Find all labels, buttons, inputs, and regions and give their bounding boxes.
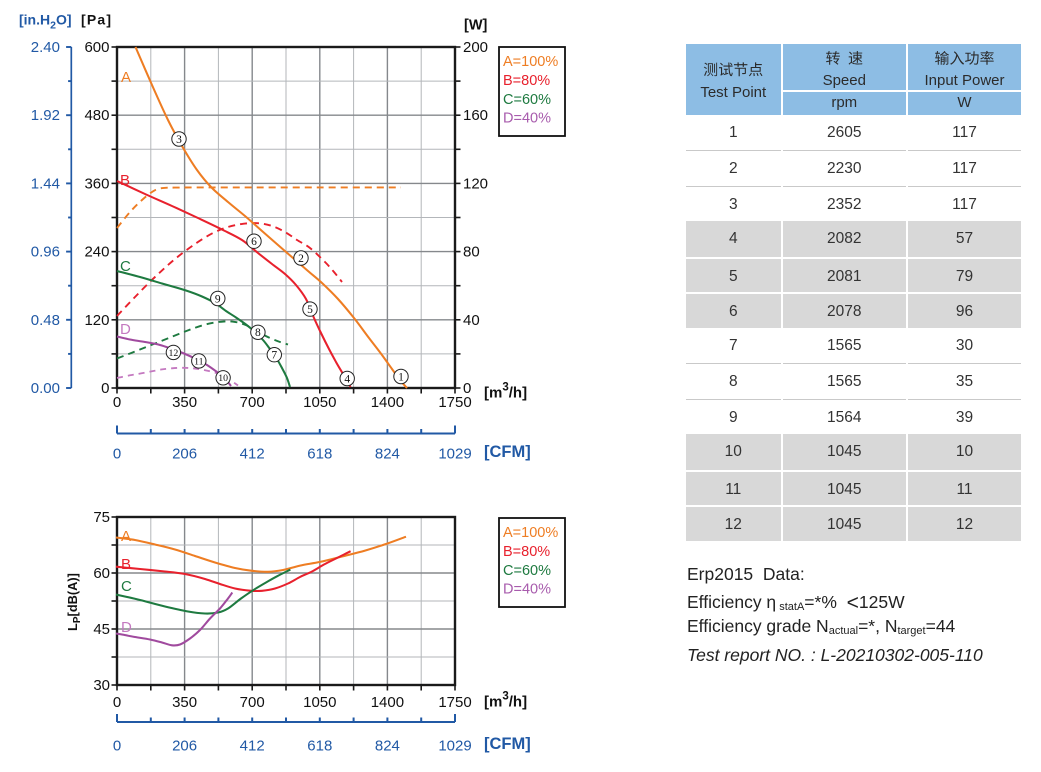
svg-text:C=60%: C=60% [503, 92, 551, 108]
svg-text:1050: 1050 [303, 394, 336, 411]
svg-text:618: 618 [307, 738, 332, 755]
svg-text:B=80%: B=80% [503, 544, 550, 560]
svg-text:8: 8 [255, 327, 261, 339]
svg-text:Input Power: Input Power [924, 72, 1004, 89]
svg-text:75: 75 [93, 509, 110, 526]
svg-text:0: 0 [113, 694, 121, 711]
svg-text:A=100%: A=100% [503, 54, 558, 70]
svg-text:412: 412 [240, 738, 265, 755]
svg-text:D: D [120, 321, 131, 338]
svg-text:350: 350 [172, 694, 197, 711]
svg-text:1.44: 1.44 [31, 175, 60, 192]
svg-text:120: 120 [84, 312, 109, 329]
svg-text:30: 30 [93, 677, 110, 694]
svg-text:10: 10 [218, 373, 228, 384]
svg-text:Test Point: Test Point [700, 84, 767, 101]
svg-text:200: 200 [463, 39, 488, 56]
svg-text:700: 700 [240, 694, 265, 711]
svg-text:0.00: 0.00 [31, 380, 60, 397]
svg-text:[m3/h]: [m3/h] [484, 691, 527, 711]
svg-text:7: 7 [271, 350, 277, 362]
svg-text:1029: 1029 [438, 446, 471, 463]
svg-text:[CFM]: [CFM] [484, 443, 531, 461]
svg-text:[in.H2O]: [in.H2O] [19, 12, 72, 32]
svg-text:9: 9 [215, 293, 221, 305]
svg-text:A=100%: A=100% [503, 525, 558, 541]
svg-text:240: 240 [84, 244, 109, 261]
svg-text:Speed: Speed [823, 72, 866, 89]
svg-text:600: 600 [84, 39, 109, 56]
svg-text:1: 1 [398, 371, 404, 383]
svg-text:[m3/h]: [m3/h] [484, 382, 527, 402]
svg-text:11: 11 [194, 356, 204, 367]
svg-text:2.40: 2.40 [31, 39, 60, 56]
svg-text:5: 5 [307, 304, 313, 316]
svg-text:0: 0 [463, 380, 471, 397]
svg-text:1050: 1050 [303, 694, 336, 711]
svg-text:1750: 1750 [438, 694, 471, 711]
svg-text:[Pa]: [Pa] [81, 12, 112, 28]
svg-text:6: 6 [251, 236, 257, 248]
svg-text:206: 206 [172, 738, 197, 755]
svg-text:206: 206 [172, 446, 197, 463]
svg-text:0: 0 [101, 380, 109, 397]
svg-text:824: 824 [375, 446, 400, 463]
svg-text:B: B [120, 172, 130, 189]
svg-text:412: 412 [240, 446, 265, 463]
svg-text:2: 2 [298, 253, 304, 265]
svg-text:824: 824 [375, 738, 400, 755]
svg-text:C: C [121, 578, 132, 595]
svg-text:80: 80 [463, 244, 480, 261]
svg-text:D=40%: D=40% [503, 111, 551, 127]
svg-text:C: C [120, 258, 131, 275]
svg-text:60: 60 [93, 565, 110, 582]
svg-text:C=60%: C=60% [503, 563, 551, 579]
svg-text:0.96: 0.96 [31, 244, 60, 261]
svg-text:0.48: 0.48 [31, 312, 60, 329]
svg-text:700: 700 [240, 394, 265, 411]
svg-text:[W]: [W] [464, 18, 488, 34]
svg-text:45: 45 [93, 621, 110, 638]
svg-text:360: 360 [84, 175, 109, 192]
svg-text:120: 120 [463, 175, 488, 192]
svg-text:618: 618 [307, 446, 332, 463]
svg-text:1400: 1400 [371, 694, 404, 711]
svg-text:160: 160 [463, 107, 488, 124]
svg-text:12: 12 [169, 348, 179, 359]
svg-text:1400: 1400 [371, 394, 404, 411]
svg-text:1.92: 1.92 [31, 107, 60, 124]
svg-text:40: 40 [463, 312, 480, 329]
svg-text:A: A [121, 528, 131, 545]
svg-text:D: D [121, 619, 132, 636]
svg-text:B=80%: B=80% [503, 73, 550, 89]
svg-text:[CFM]: [CFM] [484, 735, 531, 753]
svg-text:A: A [121, 69, 131, 86]
svg-text:LP[dB(A)]: LP[dB(A)] [65, 573, 83, 631]
svg-text:0: 0 [113, 738, 121, 755]
svg-text:480: 480 [84, 107, 109, 124]
svg-text:B: B [121, 556, 131, 573]
svg-text:4: 4 [344, 373, 350, 385]
svg-text:1750: 1750 [438, 394, 471, 411]
svg-text:3: 3 [176, 134, 182, 146]
svg-text:350: 350 [172, 394, 197, 411]
svg-text:0: 0 [113, 394, 121, 411]
svg-text:D=40%: D=40% [503, 582, 551, 598]
svg-text:0: 0 [113, 446, 121, 463]
svg-text:1029: 1029 [438, 738, 471, 755]
